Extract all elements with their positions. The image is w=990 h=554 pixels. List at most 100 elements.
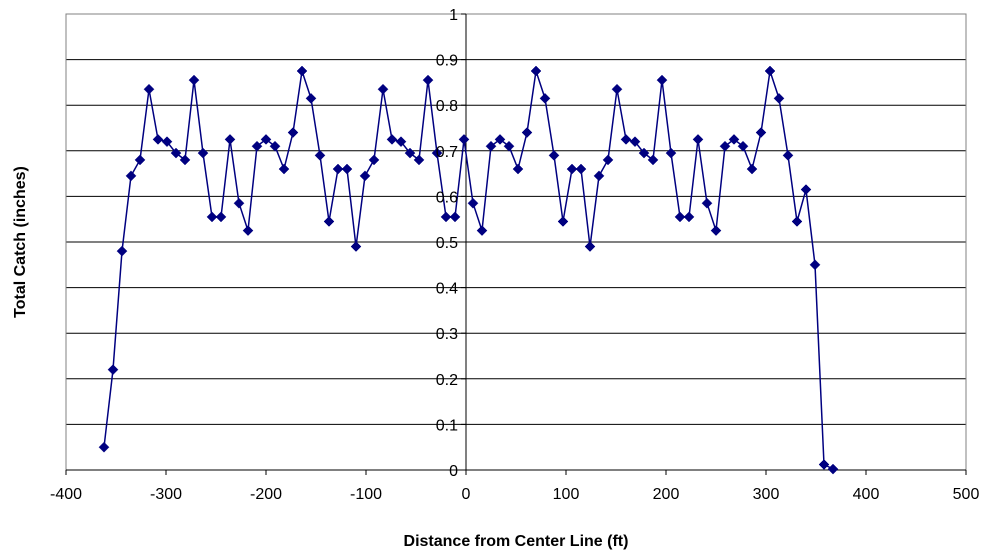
data-point	[467, 197, 479, 209]
data-point	[197, 147, 209, 159]
data-point	[314, 150, 326, 161]
data-point	[188, 74, 200, 86]
data-point	[251, 140, 263, 152]
data-point	[728, 134, 740, 145]
axes	[65, 13, 967, 475]
data-point	[773, 93, 785, 104]
data-point	[305, 93, 317, 104]
y-tick-label: 0.2	[436, 372, 458, 389]
x-tick-label: 0	[462, 486, 471, 503]
data-point	[332, 163, 344, 175]
data-point	[296, 65, 308, 77]
y-tick-label: 0.9	[436, 53, 458, 70]
data-point	[440, 211, 452, 223]
x-tick-label: -100	[350, 486, 382, 503]
data-point	[242, 225, 254, 236]
data-point	[494, 134, 506, 145]
series-line	[103, 70, 834, 470]
data-point	[278, 163, 290, 175]
data-point	[620, 134, 632, 145]
data-point	[107, 364, 119, 376]
data-point	[647, 154, 659, 166]
data-point	[809, 259, 821, 271]
y-axis-title: Total Catch (inches)	[12, 166, 29, 318]
grid-lines	[66, 59, 966, 425]
data-point	[269, 140, 281, 152]
data-point	[260, 134, 272, 145]
y-tick-label: 0.1	[436, 417, 458, 434]
data-point	[629, 136, 641, 148]
data-point	[350, 241, 362, 252]
y-tick-label: 1	[449, 7, 458, 24]
data-point	[521, 127, 533, 138]
data-point	[539, 93, 551, 104]
data-point	[737, 140, 749, 152]
y-tick-label: 0.4	[436, 281, 458, 298]
data-point	[116, 245, 128, 257]
data-point	[386, 134, 398, 145]
data-point	[134, 154, 146, 166]
data-point	[170, 147, 182, 159]
data-point	[611, 83, 623, 95]
data-point	[683, 211, 695, 223]
data-point	[341, 163, 353, 175]
data-point	[584, 241, 596, 252]
data-point	[692, 134, 704, 145]
x-tick-label: 200	[653, 486, 680, 503]
data-point	[215, 211, 227, 223]
data-point	[575, 163, 587, 175]
tick-labels: -400 -300 -200 -100 0 100 200 300 400 500 0 0.1 0.2 0…	[50, 7, 979, 503]
data-point	[485, 140, 497, 152]
data-point	[557, 216, 569, 227]
data-point	[602, 154, 614, 166]
data-point	[143, 83, 155, 95]
data-point	[827, 463, 839, 475]
data-point	[566, 163, 578, 175]
data-point	[755, 127, 767, 138]
x-tick-label: 100	[553, 486, 580, 503]
x-tick-label: -400	[50, 486, 82, 503]
data-point	[413, 154, 425, 166]
data-point	[719, 140, 731, 152]
data-point	[800, 184, 812, 195]
data-point	[791, 216, 803, 227]
data-point	[746, 163, 758, 175]
data-point	[764, 65, 776, 77]
y-tick-label: 0.7	[436, 144, 458, 161]
data-point	[638, 147, 650, 159]
data-point	[449, 211, 461, 223]
x-axis-title: Distance from Center Line (ft)	[404, 533, 629, 550]
data-point	[404, 147, 416, 159]
data-point	[206, 211, 218, 223]
data-point	[224, 134, 236, 145]
y-tick-label: 0	[449, 463, 458, 480]
y-tick-label: 0.6	[436, 189, 458, 206]
data-point	[476, 225, 488, 236]
data-point	[665, 147, 677, 159]
data-point	[512, 163, 524, 175]
data-point	[458, 134, 470, 145]
y-tick-label: 0.5	[436, 235, 458, 252]
data-point	[548, 150, 560, 161]
x-tick-label: -300	[150, 486, 182, 503]
x-tick-label: 400	[853, 486, 880, 503]
data-point	[593, 170, 605, 182]
data-point	[395, 136, 407, 148]
data-point	[710, 225, 722, 236]
data-point	[179, 154, 191, 166]
x-tick-label: -200	[250, 486, 282, 503]
data-point	[233, 197, 245, 209]
data-point	[431, 147, 443, 159]
data-point	[701, 197, 713, 209]
data-point	[782, 150, 794, 161]
data-point	[287, 127, 299, 138]
data-point	[530, 65, 542, 77]
data-point	[125, 170, 137, 182]
data-point	[503, 140, 515, 152]
data-point	[359, 170, 371, 182]
data-point	[818, 459, 830, 470]
x-tick-label: 500	[953, 486, 980, 503]
y-tick-label: 0.3	[436, 326, 458, 343]
